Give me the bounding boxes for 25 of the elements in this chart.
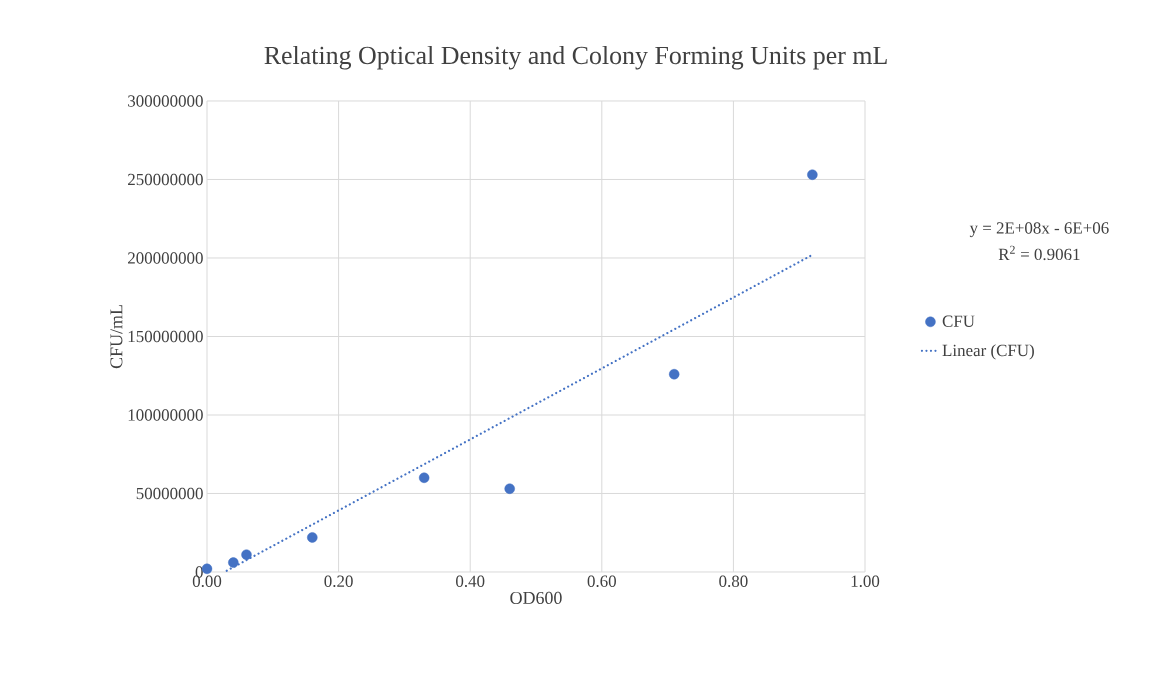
x-tick-label: 0.60 xyxy=(587,575,616,587)
x-tick-label: 0.20 xyxy=(324,575,353,587)
point xyxy=(241,549,252,560)
chart-title: Relating Optical Density and Colony Forming Units per mL xyxy=(264,45,887,70)
x-tick-label: 0.40 xyxy=(456,575,485,587)
y-tick-label: 300000000 xyxy=(128,95,203,107)
point xyxy=(504,483,515,494)
point xyxy=(807,169,818,180)
point xyxy=(307,532,318,543)
point xyxy=(668,368,680,380)
y-tick-label: 250000000 xyxy=(128,173,203,186)
y-axis-title: CFU/mL xyxy=(110,305,123,369)
point xyxy=(228,557,239,568)
text: y = 2E+08x - 6E+06 xyxy=(969,222,1109,238)
y-tick-label: 200000000 xyxy=(128,252,203,264)
text: R$^{2}$ = 0.9061 xyxy=(998,245,1080,261)
y-tick-label: 50000000 xyxy=(136,487,203,500)
x-tick-label: 1.00 xyxy=(851,575,880,587)
x-tick-label: 0.80 xyxy=(719,575,748,587)
point xyxy=(418,472,430,483)
y-tick-label: 150000000 xyxy=(128,330,203,343)
x-axis-title: OD600 xyxy=(510,591,562,604)
legend-label: CFU xyxy=(942,315,975,327)
y-tick-label: 100000000 xyxy=(128,409,203,421)
legend-label: Linear (CFU) xyxy=(942,344,1034,360)
